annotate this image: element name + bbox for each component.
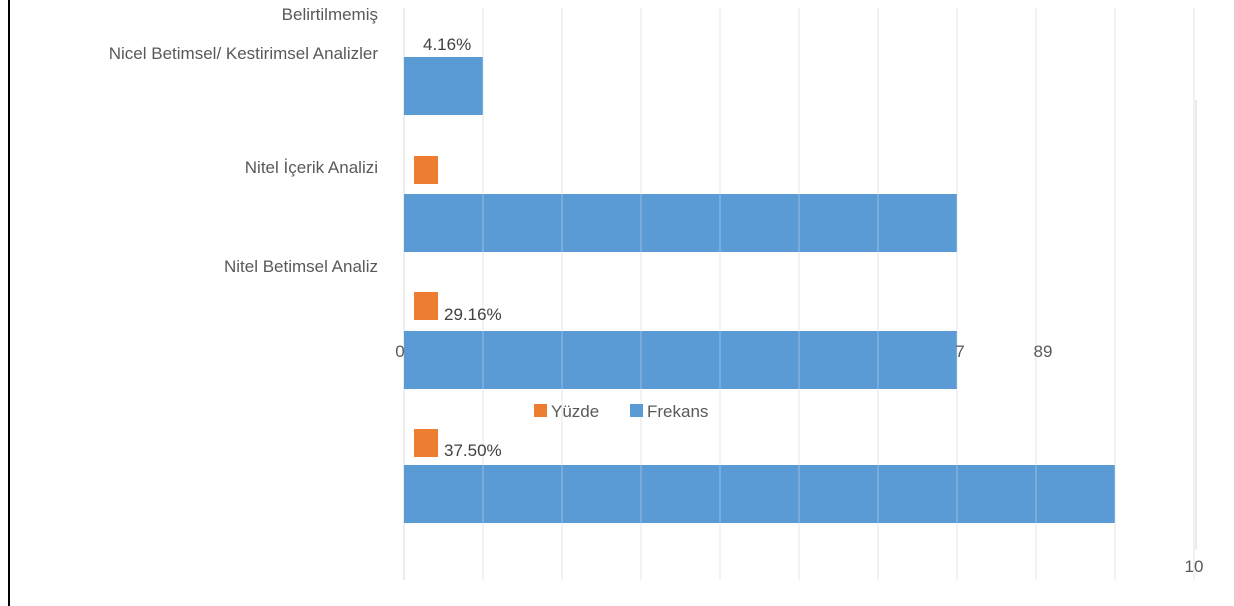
legend: Yüzde Frekans [534,402,708,421]
bar-frekans [404,57,483,115]
legend-swatch-yuzde [534,404,547,417]
bar-yuzde [414,429,438,457]
bar-yuzde [414,292,438,320]
bar-frekans [404,331,957,389]
x-tick-label: 7 [955,342,964,361]
legend-swatch-frekans [630,404,643,417]
category-label: Nitel Betimsel Analiz [224,257,378,276]
bar-frekans [404,465,1115,523]
category-label: Belirtilmemiş [282,5,378,24]
bar-frekans [404,194,957,252]
category-label: Nicel Betimsel/ Kestirimsel Analizler [109,44,379,63]
x-tick-labels: 0 7 89 10 [395,342,1203,576]
x-tick-label: 89 [1034,342,1053,361]
data-label: 4.16% [423,35,471,54]
category-labels: Belirtilmemiş Nicel Betimsel/ Kestirimsel… [109,5,379,276]
legend-label-yuzde: Yüzde [551,402,599,421]
x-tick-label: 0 [395,342,404,361]
x-tick-label: 10 [1185,557,1204,576]
data-labels: 4.16% 29.16% 37.50% [423,35,502,460]
bars [404,8,1195,580]
legend-label-frekans: Frekans [647,402,708,421]
data-label: 37.50% [444,441,502,460]
data-label: 29.16% [444,305,502,324]
category-label: Nitel İçerik Analizi [245,158,378,177]
bar-yuzde [414,156,438,184]
